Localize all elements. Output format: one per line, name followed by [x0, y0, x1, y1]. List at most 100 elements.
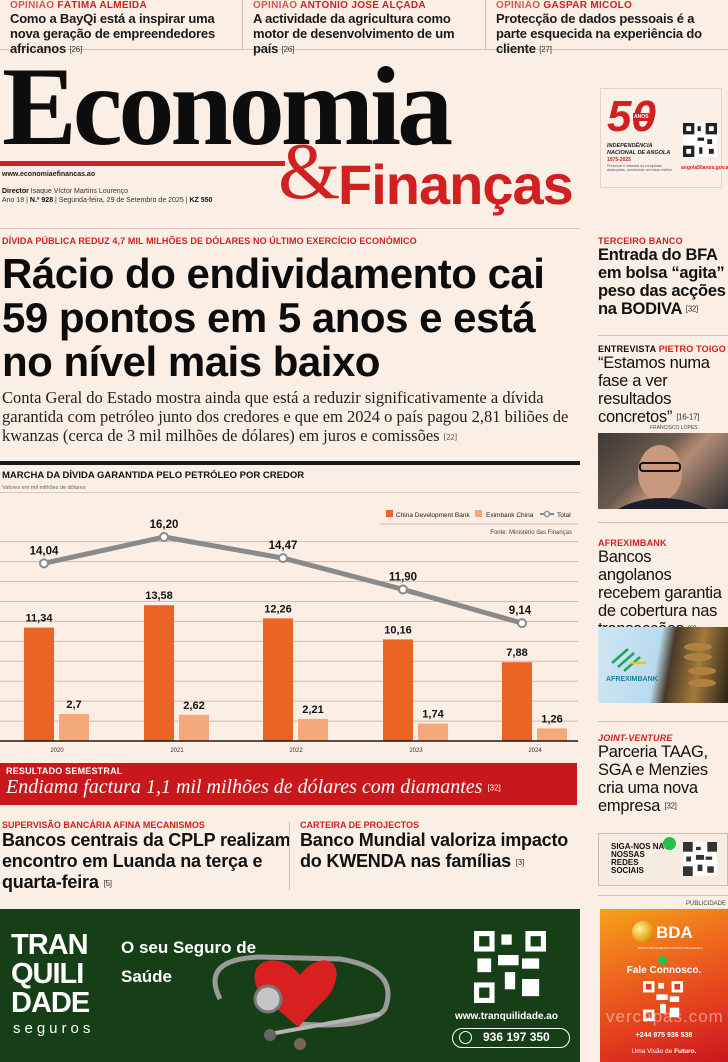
- story-joint-venture[interactable]: JOINT-VENTURE Parceria TAAG, SGA e Menzi…: [598, 733, 726, 816]
- independence-title: INDEPENDÊNCIA NACIONAL DE ANGOLA: [607, 143, 671, 156]
- ad-bda[interactable]: BDA BANCO DE DESENVOLVIMENTO DE ANGOLA F…: [600, 909, 728, 1062]
- svg-text:2,7: 2,7: [66, 699, 81, 711]
- website-link[interactable]: www.economiaefinancas.ao: [2, 171, 96, 178]
- independence-url[interactable]: angola50anos.gov.ao: [681, 165, 728, 171]
- story-title: Banco Mundial valoriza impacto do KWENDA…: [300, 830, 569, 871]
- qr-code-icon[interactable]: [643, 981, 683, 1021]
- afreximbank-photo[interactable]: AFREXIMBANK: [598, 627, 728, 703]
- story-bfa[interactable]: TERCEIRO BANCO Entrada do BFA em bolsa “…: [598, 236, 726, 319]
- story-interview[interactable]: ENTREVISTA PIETRO TOIGO “Estamos numa fa…: [598, 344, 726, 427]
- watermark: vercapas.com: [606, 1007, 724, 1026]
- debt-chart: MARCHA DA DÍVIDA GARANTIDA PELO PETRÓLEO…: [0, 461, 580, 756]
- independence-tagline: Preservar e valorizar as conquistas alca…: [607, 164, 673, 172]
- phone-icon: [459, 1031, 472, 1044]
- issue-price: KZ 550: [189, 197, 213, 204]
- main-headline[interactable]: Rácio do endividamento cai 59 pontos em …: [2, 250, 545, 385]
- chart-plot: 11,34 2,7 2020 13,58 2,62 2021 12,26 2,21 2022 10…: [0, 510, 578, 754]
- bda-tagline: Uma Visão de Futuro.: [631, 1048, 697, 1055]
- divider: [598, 721, 728, 722]
- story-afreximbank[interactable]: AFREXIMBANK Bancos angolanos recebem gar…: [598, 538, 726, 639]
- anos-label: ANOS: [633, 113, 650, 121]
- page-ref: [26]: [69, 45, 82, 55]
- opinion-item-3[interactable]: OPINIÃO GASPAR MICOLO Protecção de dados…: [486, 0, 728, 56]
- page-ref: [22]: [443, 432, 458, 442]
- photo-credit: FRANCISCO LOPES: [650, 425, 698, 431]
- svg-text:1,74: 1,74: [422, 709, 444, 721]
- masthead: Economia & Finanças www.economiaefinanca…: [0, 45, 590, 225]
- opinion-strip: OPINIÃO FÁTIMA ALMEIDA Como a BayQi está…: [0, 0, 728, 56]
- svg-text:9,14: 9,14: [509, 605, 532, 617]
- tranquilidade-logo-sub: seguros: [13, 1020, 95, 1037]
- bda-phone[interactable]: +244 975 936 538: [635, 1032, 693, 1039]
- chart-top-rule: [0, 461, 580, 465]
- bda-brand-sub: BANCO DE DESENVOLVIMENTO DE ANGOLA: [637, 946, 703, 950]
- divider: [289, 822, 290, 890]
- divider: [598, 335, 728, 336]
- opinion-author: FÁTIMA ALMEIDA: [57, 0, 147, 11]
- story-cplp[interactable]: SUPERVISÃO BANCÁRIA AFINA MECANISMOS Ban…: [2, 820, 292, 894]
- whatsapp-icon[interactable]: [663, 837, 676, 850]
- opinion-item-2[interactable]: OPINIÃO ANTÓNIO JOSÉ ALÇADA A actividade…: [243, 0, 486, 56]
- divider: [0, 228, 580, 229]
- director-label: Director: [2, 188, 29, 195]
- masthead-title-economia: Economia: [2, 45, 453, 169]
- issue-number: N.º 928: [29, 197, 54, 204]
- page-ref: [3]: [515, 857, 525, 867]
- independence-years: 1975-2025: [607, 157, 631, 163]
- svg-text:16,20: 16,20: [150, 519, 179, 531]
- opinion-title: A actividade da agricultura como motor d…: [253, 11, 455, 56]
- director-name: Isaque Víctor Martins Lourenço: [30, 188, 129, 195]
- qr-code-icon[interactable]: [683, 842, 717, 876]
- svg-text:14,04: 14,04: [30, 545, 59, 557]
- story-kwenda[interactable]: CARTEIRA DE PROJECTOS Banco Mundial valo…: [300, 820, 590, 873]
- ad-tranquilidade[interactable]: TRAN QUILI DADE seguros O seu Seguro de Sa…: [0, 909, 580, 1062]
- chart-subtitle: Valores em mil milhões de dólares: [2, 485, 86, 491]
- tranquilidade-url[interactable]: www.tranquilidade.ao: [455, 1011, 558, 1022]
- svg-text:13,58: 13,58: [145, 590, 173, 602]
- divider: [598, 895, 728, 896]
- svg-text:2,21: 2,21: [302, 704, 323, 716]
- interview-name: PIETRO TOIGO: [658, 344, 726, 354]
- masthead-title-financas: Finanças: [338, 153, 574, 216]
- independence-50-years-box[interactable]: 50 ANOS INDEPENDÊNCIA NACIONAL DE ANGOLA …: [600, 88, 728, 188]
- svg-text:2021: 2021: [170, 748, 184, 754]
- bda-cta: Fale Connosco.: [626, 965, 702, 976]
- story-kicker: SUPERVISÃO BANCÁRIA AFINA MECANISMOS: [2, 820, 205, 830]
- tranquilidade-phone[interactable]: 936 197 350: [452, 1028, 570, 1048]
- whatsapp-icon: [658, 956, 667, 965]
- social-follow-box[interactable]: SIGA-NOS NAS NOSSAS REDES SOCIAIS: [598, 833, 728, 886]
- tranquilidade-logo: TRAN QUILI DADE: [11, 929, 90, 1019]
- chart-subtitle-rule: [0, 492, 580, 493]
- bda-brand: BDA: [656, 923, 693, 942]
- interview-label: ENTREVISTA: [598, 344, 657, 354]
- masthead-ampersand: &: [278, 128, 341, 216]
- bda-logo-icon: [632, 921, 654, 943]
- page-ref: [32]: [487, 783, 501, 793]
- story-kicker: CARTEIRA DE PROJECTOS: [300, 820, 420, 830]
- opinion-label: OPINIÃO: [496, 0, 541, 11]
- page-ref: [32]: [685, 304, 698, 314]
- banner-kicker: RESULTADO SEMESTRAL: [6, 766, 123, 776]
- story-title: Bancos angolanos recebem garantia de cob…: [598, 548, 722, 638]
- svg-text:Eximbank China: Eximbank China: [486, 512, 534, 519]
- masthead-rule: [0, 161, 285, 166]
- svg-text:Fonte: Ministério das Finanças: Fonte: Ministério das Finanças: [490, 530, 572, 536]
- opinion-title: Como a BayQi está a inspirar uma nova ge…: [10, 11, 215, 56]
- svg-text:2,62: 2,62: [183, 700, 204, 712]
- svg-text:AFREXIMBANK: AFREXIMBANK: [606, 676, 658, 683]
- story-kicker: AFREXIMBANK: [598, 538, 667, 548]
- svg-text:China Development Bank: China Development Bank: [396, 512, 470, 519]
- advertising-label: PUBLICIDADE: [686, 901, 727, 907]
- svg-text:2024: 2024: [528, 748, 542, 754]
- chart-title: MARCHA DA DÍVIDA GARANTIDA PELO PETRÓLEO…: [2, 470, 305, 481]
- issue-meta: Director Isaque Víctor Martins Lourenço …: [2, 187, 212, 205]
- qr-code-icon[interactable]: [683, 123, 717, 157]
- opinion-item-1[interactable]: OPINIÃO FÁTIMA ALMEIDA Como a BayQi está…: [0, 0, 243, 56]
- qr-code-icon[interactable]: [474, 931, 546, 1003]
- banner-story[interactable]: RESULTADO SEMESTRAL Endiama factura 1,1 …: [0, 763, 577, 805]
- opinion-label: OPINIÃO: [10, 0, 55, 11]
- story-kicker: JOINT-VENTURE: [598, 733, 673, 743]
- interview-photo[interactable]: [598, 433, 728, 509]
- svg-text:10,16: 10,16: [384, 624, 412, 636]
- svg-text:Total: Total: [557, 512, 571, 519]
